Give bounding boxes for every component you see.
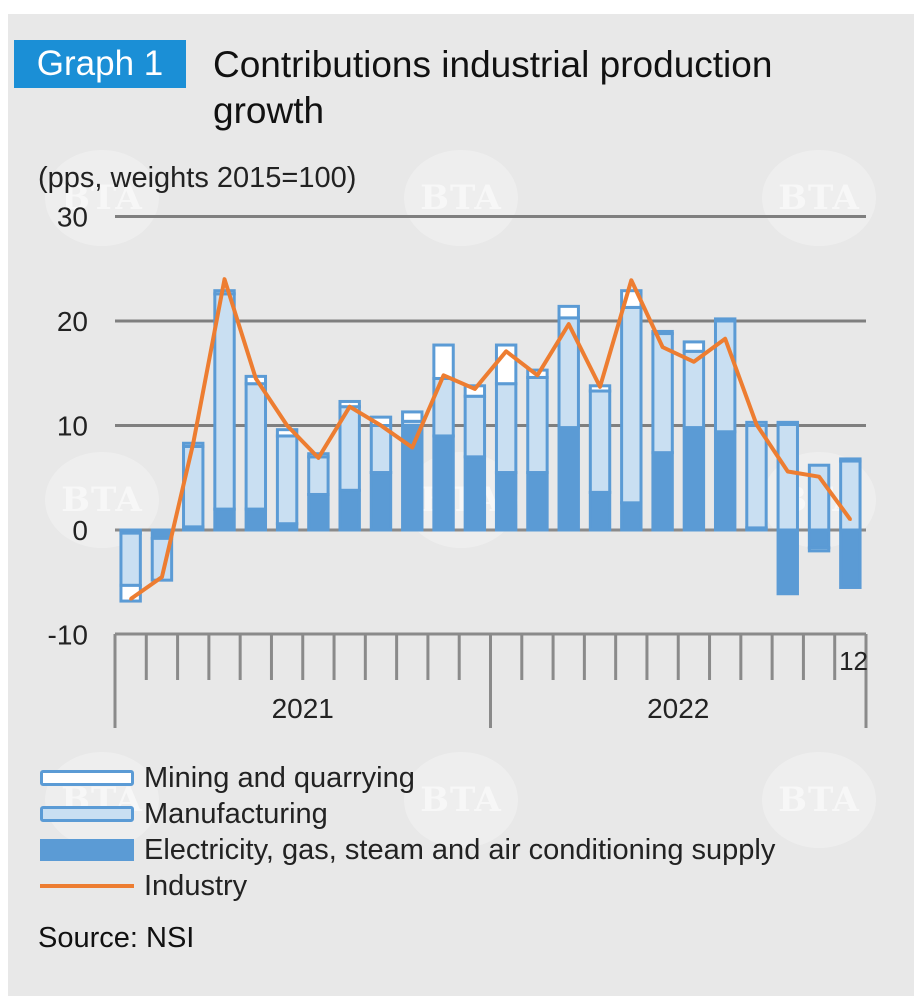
industry-point: [535, 373, 539, 377]
bar-electricity: [369, 471, 393, 532]
industry-point: [223, 277, 227, 281]
bar-electricity: [338, 488, 361, 532]
bar-manufacturing: [494, 382, 518, 475]
x-last-tick-label: 12: [839, 646, 868, 676]
bar-mining: [401, 410, 424, 423]
bar-electricity: [713, 430, 737, 532]
industry-point: [723, 337, 727, 341]
industry-point: [160, 575, 164, 579]
industry-point: [254, 376, 258, 380]
chart-title: Contributions industrial production grow…: [213, 44, 773, 131]
bar-mining: [651, 329, 674, 336]
legend-item-industry: Industry: [40, 868, 775, 904]
industry-point: [410, 445, 414, 449]
bar-mining: [807, 546, 831, 553]
legend-label: Electricity, gas, steam and air conditio…: [144, 833, 776, 866]
legend-swatch-electricity: [40, 839, 134, 861]
bar-mining: [776, 420, 799, 426]
bar-manufacturing: [588, 389, 612, 494]
industry-point: [285, 424, 289, 427]
industry-point: [316, 456, 320, 460]
industry-point: [598, 385, 602, 389]
bar-manufacturing: [745, 424, 768, 530]
industry-point: [567, 322, 571, 326]
bar-manufacturing: [776, 422, 799, 532]
bar-electricity: [651, 451, 674, 532]
bar-electricity: [307, 492, 330, 532]
bar-electricity: [557, 426, 580, 532]
watermark-logo: BTA: [45, 150, 159, 246]
watermark-logo: BTA: [762, 752, 876, 848]
watermark-logo: BTA: [404, 752, 518, 848]
y-tick-label: 10: [57, 411, 88, 442]
bar-mining: [463, 384, 487, 398]
bar-manufacturing: [275, 434, 299, 526]
bar-mining: [213, 289, 236, 296]
bar-electricity: [213, 507, 236, 532]
y-axis-units-label: (pps, weights 2015=100): [38, 162, 357, 194]
legend-item-mining: Mining and quarrying: [40, 760, 775, 796]
legend-swatch-manufacturing: [40, 806, 134, 822]
industry-point: [754, 422, 758, 426]
bar-manufacturing: [244, 382, 268, 511]
legend-swatch-industry: [40, 884, 134, 888]
bar-electricity: [682, 426, 706, 532]
bar-manufacturing: [620, 305, 643, 505]
legend-label: Industry: [144, 869, 248, 902]
industry-point: [848, 518, 852, 522]
y-tick-label: 30: [57, 202, 88, 233]
industry-line: [129, 277, 852, 601]
bar-electricity: [839, 528, 862, 589]
legend-label: Manufacturing: [144, 797, 328, 830]
bar-mining: [839, 457, 862, 463]
legend-swatch-mining: [40, 770, 134, 786]
bar-electricity: [807, 528, 831, 550]
bar-electricity: [432, 434, 455, 532]
bar-manufacturing: [307, 455, 330, 496]
bar-manufacturing: [119, 531, 142, 587]
bar-electricity: [494, 471, 518, 532]
bar-manufacturing: [213, 292, 236, 511]
industry-point: [504, 349, 508, 353]
source-note: Source: NSI: [38, 922, 195, 954]
legend-item-electricity: Electricity, gas, steam and air conditio…: [40, 832, 775, 868]
industry-point: [817, 475, 821, 479]
graph-number-badge: Graph 1: [14, 40, 186, 88]
x-year-label: 2021: [272, 693, 334, 724]
industry-point: [692, 360, 696, 364]
bar-mining: [713, 317, 737, 323]
bar-manufacturing: [182, 444, 205, 529]
bar-electricity: [526, 471, 549, 532]
bar-manufacturing: [463, 394, 487, 459]
industry-point: [661, 345, 665, 349]
legend-label: Mining and quarrying: [144, 761, 415, 794]
industry-point: [629, 278, 633, 282]
industry-point: [348, 405, 352, 409]
bar-electricity: [620, 501, 643, 532]
legend-item-manufacturing: Manufacturing: [40, 796, 775, 832]
bar-mining: [682, 340, 706, 353]
chart-plot: -10 0 10 20 30 2021 2022 12: [48, 202, 868, 728]
industry-point: [442, 373, 446, 377]
industry-point: [129, 597, 133, 601]
industry-point: [786, 469, 790, 473]
industry-point: [473, 387, 477, 391]
industry-point: [379, 424, 383, 427]
x-year-label: 2022: [647, 693, 709, 724]
industry-point: [191, 441, 195, 445]
watermark-logo: BTA: [762, 150, 876, 246]
legend: Mining and quarrying Manufacturing Elect…: [40, 760, 775, 904]
bar-manufacturing: [526, 375, 549, 475]
bar-electricity: [776, 528, 799, 596]
bar-mining: [557, 304, 580, 320]
y-tick-label: 0: [72, 515, 88, 546]
watermark-logo: BTA: [404, 150, 518, 246]
bar-electricity: [588, 490, 612, 532]
y-tick-label: 20: [57, 306, 88, 337]
y-tick-label: -10: [48, 620, 88, 651]
bar-electricity: [244, 507, 268, 532]
bar-electricity: [463, 455, 487, 532]
